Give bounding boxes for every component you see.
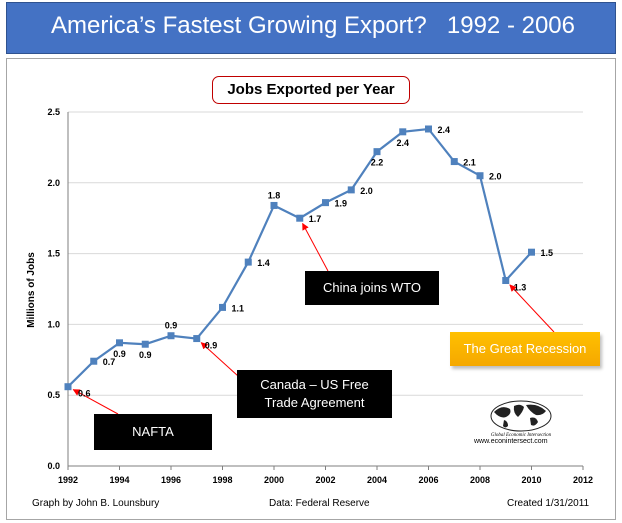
data-label: 2.4 [396,138,409,148]
annotation-arrow-canada [200,342,239,377]
data-point [373,148,381,156]
x-tick-label: 2008 [470,475,490,485]
x-tick-label: 2002 [315,475,335,485]
data-label: 2.0 [489,172,502,182]
data-label: 1.5 [541,248,554,258]
y-tick-label: 2.0 [47,178,60,188]
data-point [476,172,484,180]
annotation-canada-line1: Canada – US Free [260,377,369,392]
data-label: 1.3 [514,283,527,293]
data-point [296,214,304,222]
chart-title: Jobs Exported per Year [212,76,410,104]
logo-url: www.econintersect.com [474,438,548,445]
data-point [347,186,355,194]
data-label: 2.4 [438,125,451,135]
data-label: 1.8 [268,190,281,200]
annotation-great-recession: The Great Recession [450,332,600,366]
data-point [450,158,458,166]
data-label: 0.9 [205,341,218,351]
banner-title: America’s Fastest Growing Export? [51,12,427,39]
footer-author: Graph by John B. Lounsbury [32,498,160,509]
x-tick-label: 1992 [58,475,78,485]
data-point [64,383,72,391]
data-label: 2.1 [463,158,476,168]
data-point [502,277,510,285]
y-tick-label: 2.5 [47,107,60,117]
footer-data-source: Data: Federal Reserve [269,498,370,509]
annotation-arrow-recession [509,284,555,333]
data-label: 2.2 [371,158,384,168]
data-point [270,201,278,209]
data-label: 0.6 [78,389,91,399]
data-point [141,340,149,348]
header-banner: America’s Fastest Growing Export? 1992 -… [6,2,616,54]
y-tick-label: 0.5 [47,390,60,400]
x-tick-label: 2006 [418,475,438,485]
annotation-nafta: NAFTA [94,414,212,450]
x-tick-label: 2010 [521,475,541,485]
annotation-china-wto: China joins WTO [305,271,439,305]
y-tick-label: 0.0 [47,461,60,471]
data-label: 0.9 [113,349,126,359]
data-label: 1.7 [309,214,322,224]
data-point [193,335,201,343]
x-tick-label: 1994 [109,475,129,485]
x-tick-label: 2004 [367,475,387,485]
y-axis-title: Millions of Jobs [26,252,37,328]
y-tick-label: 1.5 [47,249,60,259]
data-point [528,248,535,256]
x-tick-label: 1996 [161,475,181,485]
annotation-canada-line2: Trade Agreement [264,395,365,410]
data-point [116,339,123,347]
data-label: 0.7 [103,357,116,367]
y-tick-label: 1.0 [47,319,60,329]
annotation-arrow-nafta [72,389,119,415]
annotation-canada-us-fta: Canada – US Free Trade Agreement [237,370,392,418]
data-point [167,332,175,340]
data-point [399,128,407,136]
data-label: 0.9 [165,321,178,331]
globe-icon: Global Economic Intersection [490,400,552,438]
data-point [425,125,432,133]
data-label: 1.9 [335,199,348,209]
x-tick-label: 2012 [573,475,593,485]
data-point [219,303,226,311]
data-label: 0.9 [139,350,152,360]
banner-year-range: 1992 - 2006 [446,12,575,39]
data-point [322,199,329,207]
logo-name: Global Economic Intersection [491,433,552,438]
data-point [244,258,252,266]
x-tick-label: 2000 [264,475,284,485]
data-label: 1.1 [232,303,245,313]
annotation-arrow-china [302,222,329,272]
footer-created-date: Created 1/31/2011 [507,498,590,509]
data-label: 2.0 [360,186,373,196]
x-tick-label: 1998 [212,475,232,485]
data-label: 1.4 [257,258,270,268]
data-point [90,357,98,365]
